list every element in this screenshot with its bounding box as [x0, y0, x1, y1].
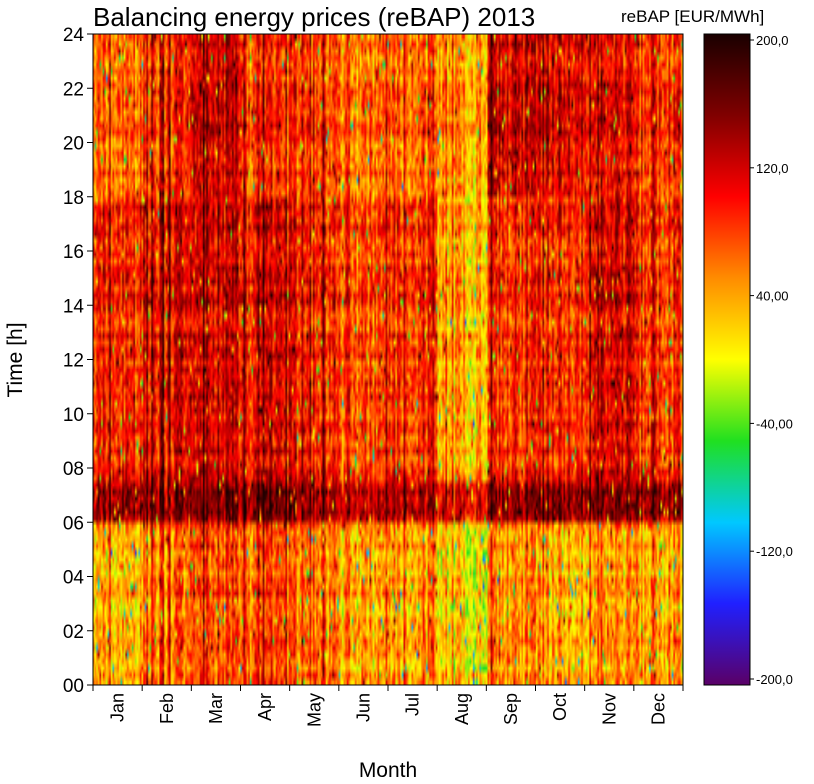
- x-tick-label: May: [304, 693, 324, 727]
- heatmap-plot-area: [93, 34, 683, 685]
- y-tick-label: 02: [63, 622, 84, 643]
- axes: 00 02 04 06 08 10 12 14 16 18 20 22 24 Jan Feb Mar Apr Ma…: [63, 25, 684, 727]
- colorbar-tick-label: 40,00: [756, 289, 789, 304]
- y-tick-label: 12: [63, 351, 84, 372]
- x-tick-label: Aug: [452, 693, 472, 725]
- x-tick-label: Jun: [353, 693, 373, 722]
- y-axis-label: Time [h]: [4, 322, 27, 397]
- colorbar: 200,0 120,0 40,00 -40,00 -120,0 -200,0: [703, 33, 793, 687]
- y-tick-label: 04: [63, 568, 85, 589]
- colorbar-tick-label: 120,0: [756, 161, 789, 176]
- colorbar-tick-label: -40,00: [756, 416, 793, 431]
- x-axis-label: Month: [359, 759, 417, 782]
- x-tick-label: Nov: [599, 693, 619, 725]
- y-tick-label: 14: [63, 296, 85, 317]
- colorbar-tick-label: -120,0: [756, 544, 793, 559]
- x-tick-label: Jul: [403, 693, 423, 716]
- y-tick-label: 10: [63, 405, 84, 426]
- x-tick-label: Feb: [157, 693, 177, 724]
- y-tick-label: 22: [63, 79, 84, 100]
- chart-title: Balancing energy prices (reBAP) 2013: [93, 2, 535, 32]
- y-tick-label: 16: [63, 242, 84, 263]
- heatmap-cells: [93, 34, 683, 685]
- y-tick-label: 24: [63, 25, 85, 46]
- x-tick-label: Oct: [550, 693, 570, 721]
- y-tick-label: 06: [63, 513, 84, 534]
- x-tick-label: Apr: [255, 693, 275, 721]
- colorbar-title: reBAP [EUR/MWh]: [621, 7, 764, 26]
- y-tick-label: 08: [63, 459, 84, 480]
- y-tick-label: 20: [63, 134, 84, 155]
- x-tick-label: Jan: [108, 693, 128, 722]
- colorbar-tick-label: 200,0: [756, 33, 789, 48]
- colorbar-tick-label: -200,0: [756, 672, 793, 687]
- x-tick-label: Sep: [501, 693, 521, 725]
- y-tick-label: 00: [63, 676, 84, 697]
- x-tick-label: Mar: [206, 693, 226, 724]
- y-tick-label: 18: [63, 188, 84, 209]
- x-tick-label: Dec: [648, 693, 668, 725]
- colorbar-gradient: [703, 33, 751, 686]
